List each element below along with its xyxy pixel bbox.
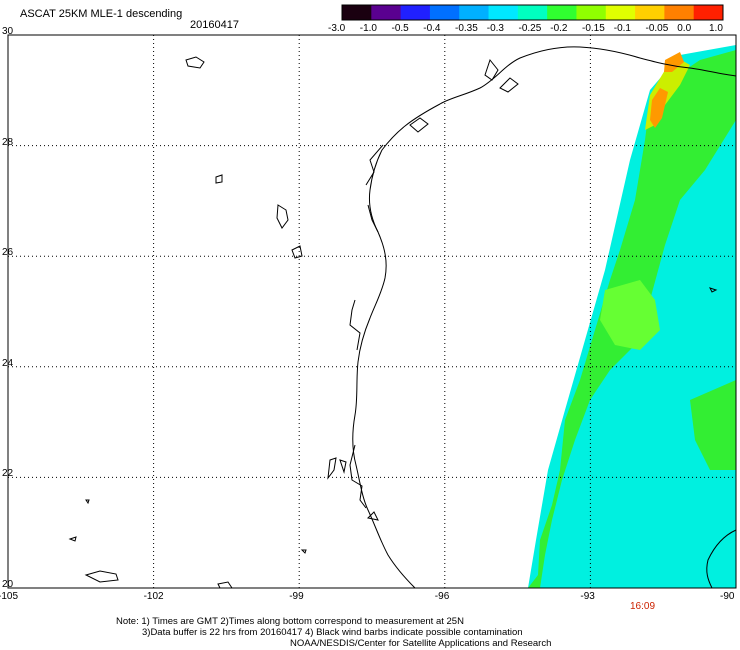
- longitude-tick-label: -90: [720, 591, 735, 602]
- colorbar-swatch: [605, 5, 636, 20]
- latitude-tick-label: 20: [2, 579, 14, 590]
- colorbar-tick-label: -0.05: [645, 23, 669, 34]
- colorbar-swatch: [400, 5, 431, 20]
- colorbar-swatch: [635, 5, 665, 20]
- colorbar-tick-label: -0.25: [518, 23, 542, 34]
- longitude-tick-label: -93: [580, 591, 595, 602]
- product-date: 20160417: [190, 19, 239, 31]
- colorbar-tick-label: -0.15: [582, 23, 605, 34]
- colorbar-swatch: [664, 5, 695, 20]
- coastline: [349, 46, 737, 589]
- swath-orange-north: [664, 52, 684, 72]
- colorbar-tick-label: -0.2: [550, 23, 568, 34]
- footer-note-line3: NOAA/NESDIS/Center for Satellite Applica…: [290, 638, 552, 649]
- longitude-tick-label: -99: [289, 591, 304, 602]
- ascat-swath: [528, 45, 736, 588]
- swath-orange-patch: [650, 88, 668, 128]
- footer-note-line2: 3)Data buffer is 22 hrs from 20160417 4)…: [142, 627, 523, 638]
- latitude-tick-label: 30: [2, 26, 14, 37]
- colorbar-tick-label: -0.1: [613, 23, 631, 34]
- colorbar-swatch: [459, 5, 490, 20]
- product-title: ASCAT 25KM MLE-1 descending: [20, 8, 183, 20]
- latitude-tick-label: 22: [2, 468, 14, 480]
- colorbar-frame: [341, 4, 724, 21]
- colorbar-swatch: [429, 5, 460, 20]
- latitude-tick-label: 28: [2, 136, 14, 148]
- map-frame: [7, 34, 737, 589]
- graticule: [8, 35, 736, 588]
- longitude-tick-label: -102: [143, 591, 164, 602]
- colorbar-swatch: [342, 5, 372, 20]
- latitude-tick-label: 24: [2, 357, 14, 369]
- colorbar-swatch: [371, 5, 402, 20]
- pass-time-label: 16:09: [630, 601, 656, 612]
- latitude-tick-label: 26: [2, 247, 14, 259]
- longitude-tick-label: -96: [434, 591, 450, 602]
- longitude-tick-label: -105: [0, 591, 19, 602]
- colorbar-swatch: [693, 5, 724, 20]
- footer-note-line1: Note: 1) Times are GMT 2)Times along bot…: [116, 616, 464, 627]
- colorbar-tick-label: -0.35: [455, 23, 478, 34]
- colorbar-swatch: [547, 5, 577, 20]
- colorbar-tick-label: -0.3: [486, 23, 504, 34]
- colorbar: [341, 4, 724, 21]
- colorbar-tick-label: 0.0: [677, 23, 692, 34]
- colorbar-swatch: [517, 5, 548, 20]
- colorbar-tick-label: -1.0: [359, 23, 377, 34]
- colorbar-tick-label: 1.0: [709, 23, 723, 34]
- colorbar-swatch: [488, 5, 519, 20]
- swath-lime-patch: [600, 280, 660, 350]
- colorbar-tick-label: -3.0: [328, 23, 346, 34]
- colorbar-tick-label: -0.5: [391, 23, 409, 34]
- colorbar-swatch: [576, 5, 607, 20]
- colorbar-tick-label: -0.4: [423, 23, 441, 34]
- swath-green-east: [690, 380, 736, 470]
- islands: [68, 56, 718, 589]
